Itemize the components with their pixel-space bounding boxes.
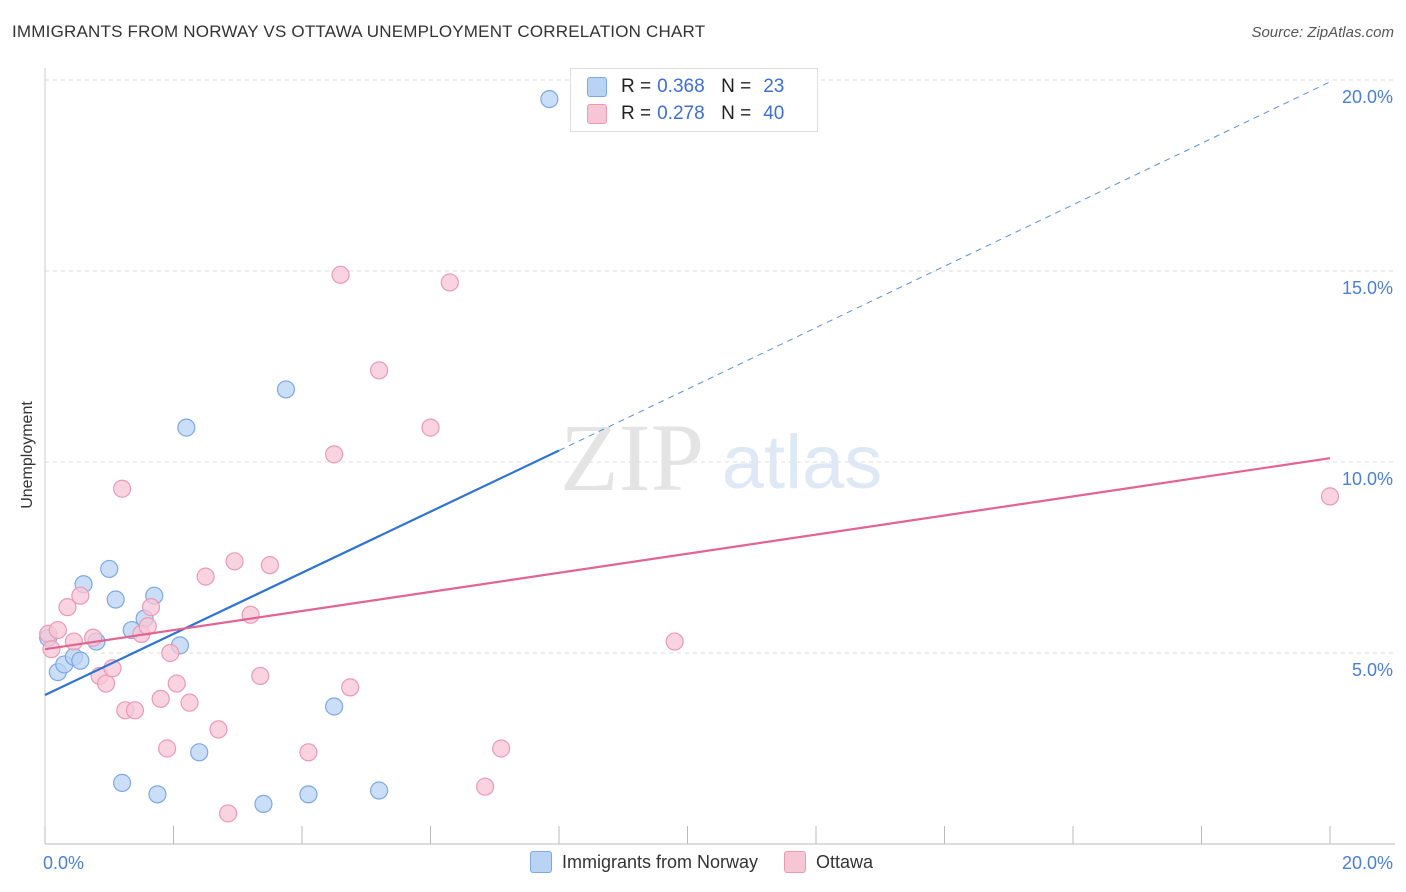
n-label: N = [721, 76, 752, 97]
norway-trend-line [44, 449, 560, 697]
stats-row-norway: R = 0.368 N = 23 [587, 75, 784, 99]
legend-label-norway: Immigrants from Norway [562, 851, 759, 872]
ottawa-point [492, 739, 511, 758]
y-tick-label: 5.0% [1352, 660, 1393, 680]
ottawa-point [260, 556, 279, 575]
ottawa-point [151, 689, 170, 708]
ottawa-point [299, 743, 318, 762]
ottawa-point [196, 567, 215, 586]
x-tick-label: 20.0% [1342, 853, 1393, 873]
ottawa-point [421, 418, 440, 437]
ottawa-point [112, 479, 132, 498]
r-label: R = [621, 76, 652, 97]
norway-point [71, 651, 90, 670]
ottawa-swatch [587, 104, 607, 124]
ottawa-point [241, 605, 260, 624]
norway-legend-swatch [530, 851, 552, 873]
ottawa-point [1320, 487, 1340, 506]
norway-swatch [587, 77, 607, 97]
ottawa-legend-swatch [784, 851, 807, 873]
y-tick-label: 10.0% [1342, 469, 1393, 489]
legend-label-ottawa: Ottawa [816, 851, 874, 872]
norway-point [325, 697, 344, 716]
norway-point [100, 559, 119, 579]
norway-point [540, 89, 559, 109]
ottawa-point [58, 598, 77, 617]
ottawa-point [180, 693, 199, 712]
x-tick-label: 0.0% [43, 853, 84, 873]
chart-title: IMMIGRANTS FROM NORWAY VS OTTAWA UNEMPLO… [12, 22, 706, 41]
stats-row-ottawa: R = 0.278 N = 40 [587, 102, 784, 126]
ottawa-point [251, 666, 270, 686]
ottawa-point [48, 620, 67, 640]
stats-legend: R = 0.368 N = 23 R = 0.278 N = 40 [570, 68, 818, 132]
ottawa-point [71, 586, 90, 605]
ottawa-point [331, 265, 350, 284]
watermark-atlas: atlas [722, 420, 883, 505]
norway-point [190, 743, 209, 762]
ottawa-point [209, 720, 228, 739]
norway-trend-extension [558, 81, 1331, 451]
norway-point [254, 794, 273, 813]
ottawa-point [161, 643, 180, 663]
norway-point [112, 773, 132, 792]
legend-item-norway[interactable]: Immigrants from Norway [530, 851, 758, 873]
n-value: 23 [763, 76, 785, 97]
norway-point [276, 380, 296, 399]
y-tick-label: 15.0% [1342, 278, 1393, 298]
legend-item-ottawa[interactable]: Ottawa [784, 851, 873, 873]
r-label: R = [621, 103, 652, 124]
ottawa-point [665, 632, 684, 651]
norway-point [177, 418, 196, 437]
series-legend: Immigrants from Norway Ottawa [530, 851, 899, 873]
ottawa-point [141, 598, 161, 617]
ottawa-point [325, 445, 344, 464]
ottawa-point [157, 739, 177, 758]
source-label: Source: ZipAtlas.com [1251, 24, 1394, 41]
ottawa-point [219, 804, 238, 823]
ottawa-point [96, 674, 116, 693]
ottawa-point [341, 678, 360, 697]
ottawa-point [370, 361, 389, 380]
ottawa-point [167, 674, 186, 693]
watermark-zip: ZIP [560, 404, 704, 511]
ottawa-point [225, 552, 244, 571]
norway-point [106, 590, 125, 609]
ottawa-point [440, 273, 459, 292]
ottawa-point [125, 701, 145, 720]
ottawa-point [476, 777, 495, 796]
r-value: 0.368 [657, 76, 705, 97]
norway-point [370, 781, 389, 800]
n-label: N = [721, 103, 752, 124]
norway-point [299, 785, 318, 804]
ottawa-trend-line [44, 457, 1331, 651]
r-value: 0.278 [657, 103, 705, 124]
ottawa-point [64, 632, 84, 651]
n-value: 40 [763, 103, 785, 124]
norway-point [148, 785, 167, 804]
y-tick-label: 20.0% [1342, 87, 1393, 107]
